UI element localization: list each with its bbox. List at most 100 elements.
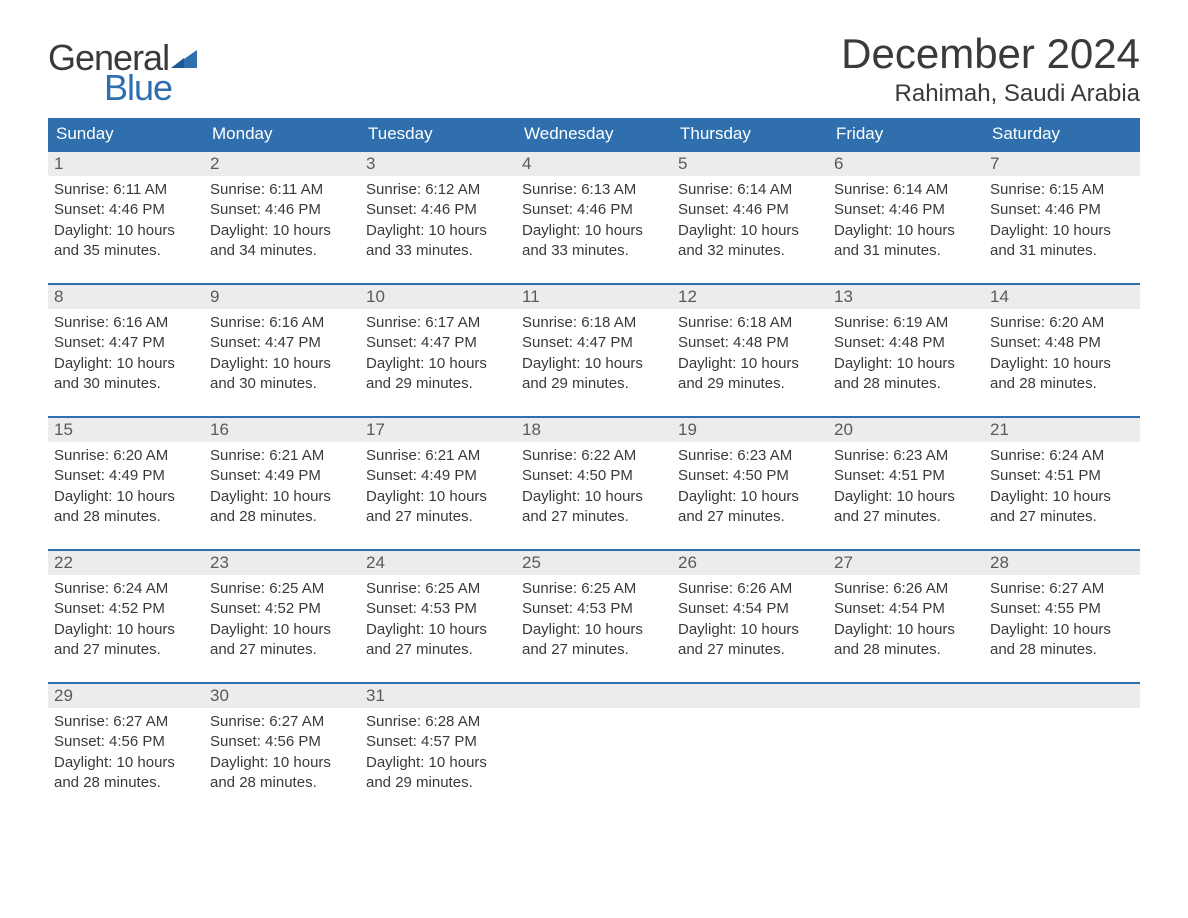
day-cell: .. <box>828 684 984 797</box>
sunset-text: Sunset: 4:53 PM <box>522 599 666 619</box>
day-number: 7 <box>984 152 1140 176</box>
day-body: Sunrise: 6:23 AMSunset: 4:50 PMDaylight:… <box>672 442 828 531</box>
day-body: Sunrise: 6:18 AMSunset: 4:47 PMDaylight:… <box>516 309 672 398</box>
day-cell: 13Sunrise: 6:19 AMSunset: 4:48 PMDayligh… <box>828 285 984 398</box>
title-block: December 2024 Rahimah, Saudi Arabia <box>841 30 1140 108</box>
daylight-text: and 27 minutes. <box>834 507 978 527</box>
day-body: Sunrise: 6:16 AMSunset: 4:47 PMDaylight:… <box>204 309 360 398</box>
day-body: Sunrise: 6:19 AMSunset: 4:48 PMDaylight:… <box>828 309 984 398</box>
daylight-text: Daylight: 10 hours <box>834 620 978 640</box>
week-row: 29Sunrise: 6:27 AMSunset: 4:56 PMDayligh… <box>48 682 1140 797</box>
daylight-text: and 27 minutes. <box>366 640 510 660</box>
logo: General Blue <box>48 30 197 106</box>
sunset-text: Sunset: 4:54 PM <box>678 599 822 619</box>
sunset-text: Sunset: 4:47 PM <box>522 333 666 353</box>
daylight-text: Daylight: 10 hours <box>678 354 822 374</box>
day-number: 20 <box>828 418 984 442</box>
day-cell: 15Sunrise: 6:20 AMSunset: 4:49 PMDayligh… <box>48 418 204 531</box>
sunset-text: Sunset: 4:55 PM <box>990 599 1134 619</box>
day-number: 26 <box>672 551 828 575</box>
day-body: Sunrise: 6:11 AMSunset: 4:46 PMDaylight:… <box>48 176 204 265</box>
sunset-text: Sunset: 4:48 PM <box>990 333 1134 353</box>
day-body: Sunrise: 6:22 AMSunset: 4:50 PMDaylight:… <box>516 442 672 531</box>
sunset-text: Sunset: 4:56 PM <box>210 732 354 752</box>
day-body: Sunrise: 6:24 AMSunset: 4:52 PMDaylight:… <box>48 575 204 664</box>
sunset-text: Sunset: 4:46 PM <box>990 200 1134 220</box>
week-row: 8Sunrise: 6:16 AMSunset: 4:47 PMDaylight… <box>48 283 1140 398</box>
daylight-text: Daylight: 10 hours <box>834 221 978 241</box>
day-cell: 19Sunrise: 6:23 AMSunset: 4:50 PMDayligh… <box>672 418 828 531</box>
sunset-text: Sunset: 4:51 PM <box>990 466 1134 486</box>
day-cell: 14Sunrise: 6:20 AMSunset: 4:48 PMDayligh… <box>984 285 1140 398</box>
day-cell: 11Sunrise: 6:18 AMSunset: 4:47 PMDayligh… <box>516 285 672 398</box>
day-body: Sunrise: 6:14 AMSunset: 4:46 PMDaylight:… <box>672 176 828 265</box>
daylight-text: Daylight: 10 hours <box>990 354 1134 374</box>
day-body: Sunrise: 6:27 AMSunset: 4:56 PMDaylight:… <box>48 708 204 797</box>
day-cell: 2Sunrise: 6:11 AMSunset: 4:46 PMDaylight… <box>204 152 360 265</box>
logo-flag-icon <box>171 50 197 70</box>
sunset-text: Sunset: 4:53 PM <box>366 599 510 619</box>
week-row: 15Sunrise: 6:20 AMSunset: 4:49 PMDayligh… <box>48 416 1140 531</box>
day-number: 21 <box>984 418 1140 442</box>
sunrise-text: Sunrise: 6:27 AM <box>990 579 1134 599</box>
daylight-text: Daylight: 10 hours <box>678 221 822 241</box>
day-body: Sunrise: 6:12 AMSunset: 4:46 PMDaylight:… <box>360 176 516 265</box>
daylight-text: Daylight: 10 hours <box>210 753 354 773</box>
sunset-text: Sunset: 4:46 PM <box>522 200 666 220</box>
sunset-text: Sunset: 4:51 PM <box>834 466 978 486</box>
day-number: 18 <box>516 418 672 442</box>
sunset-text: Sunset: 4:48 PM <box>678 333 822 353</box>
day-number: 10 <box>360 285 516 309</box>
sunrise-text: Sunrise: 6:24 AM <box>54 579 198 599</box>
day-cell: 9Sunrise: 6:16 AMSunset: 4:47 PMDaylight… <box>204 285 360 398</box>
sunset-text: Sunset: 4:52 PM <box>54 599 198 619</box>
header: General Blue December 2024 Rahimah, Saud… <box>48 30 1140 108</box>
day-cell: 17Sunrise: 6:21 AMSunset: 4:49 PMDayligh… <box>360 418 516 531</box>
daylight-text: Daylight: 10 hours <box>366 620 510 640</box>
dayhead-thursday: Thursday <box>672 118 828 150</box>
sunset-text: Sunset: 4:47 PM <box>366 333 510 353</box>
day-number: 25 <box>516 551 672 575</box>
daylight-text: and 28 minutes. <box>990 374 1134 394</box>
day-number: 29 <box>48 684 204 708</box>
daylight-text: Daylight: 10 hours <box>54 487 198 507</box>
daylight-text: and 33 minutes. <box>366 241 510 261</box>
daylight-text: and 29 minutes. <box>522 374 666 394</box>
day-cell: 29Sunrise: 6:27 AMSunset: 4:56 PMDayligh… <box>48 684 204 797</box>
day-cell: .. <box>672 684 828 797</box>
sunset-text: Sunset: 4:52 PM <box>210 599 354 619</box>
sunset-text: Sunset: 4:48 PM <box>834 333 978 353</box>
sunset-text: Sunset: 4:46 PM <box>678 200 822 220</box>
day-cell: 8Sunrise: 6:16 AMSunset: 4:47 PMDaylight… <box>48 285 204 398</box>
daylight-text: and 27 minutes. <box>990 507 1134 527</box>
sunset-text: Sunset: 4:49 PM <box>210 466 354 486</box>
sunset-text: Sunset: 4:47 PM <box>210 333 354 353</box>
day-number: 1 <box>48 152 204 176</box>
location: Rahimah, Saudi Arabia <box>841 80 1140 108</box>
day-number: 22 <box>48 551 204 575</box>
day-cell: 21Sunrise: 6:24 AMSunset: 4:51 PMDayligh… <box>984 418 1140 531</box>
daylight-text: Daylight: 10 hours <box>210 354 354 374</box>
day-cell: 31Sunrise: 6:28 AMSunset: 4:57 PMDayligh… <box>360 684 516 797</box>
day-number: 8 <box>48 285 204 309</box>
day-number: 11 <box>516 285 672 309</box>
day-cell: 24Sunrise: 6:25 AMSunset: 4:53 PMDayligh… <box>360 551 516 664</box>
day-number: 30 <box>204 684 360 708</box>
sunrise-text: Sunrise: 6:27 AM <box>210 712 354 732</box>
sunrise-text: Sunrise: 6:15 AM <box>990 180 1134 200</box>
day-cell: 28Sunrise: 6:27 AMSunset: 4:55 PMDayligh… <box>984 551 1140 664</box>
day-body: Sunrise: 6:16 AMSunset: 4:47 PMDaylight:… <box>48 309 204 398</box>
sunrise-text: Sunrise: 6:18 AM <box>522 313 666 333</box>
daylight-text: Daylight: 10 hours <box>522 487 666 507</box>
sunrise-text: Sunrise: 6:26 AM <box>834 579 978 599</box>
day-number: 4 <box>516 152 672 176</box>
sunrise-text: Sunrise: 6:28 AM <box>366 712 510 732</box>
sunset-text: Sunset: 4:57 PM <box>366 732 510 752</box>
daylight-text: and 35 minutes. <box>54 241 198 261</box>
day-body: Sunrise: 6:27 AMSunset: 4:56 PMDaylight:… <box>204 708 360 797</box>
day-number: 27 <box>828 551 984 575</box>
day-cell: 1Sunrise: 6:11 AMSunset: 4:46 PMDaylight… <box>48 152 204 265</box>
day-number: 12 <box>672 285 828 309</box>
sunrise-text: Sunrise: 6:11 AM <box>210 180 354 200</box>
day-body: Sunrise: 6:11 AMSunset: 4:46 PMDaylight:… <box>204 176 360 265</box>
